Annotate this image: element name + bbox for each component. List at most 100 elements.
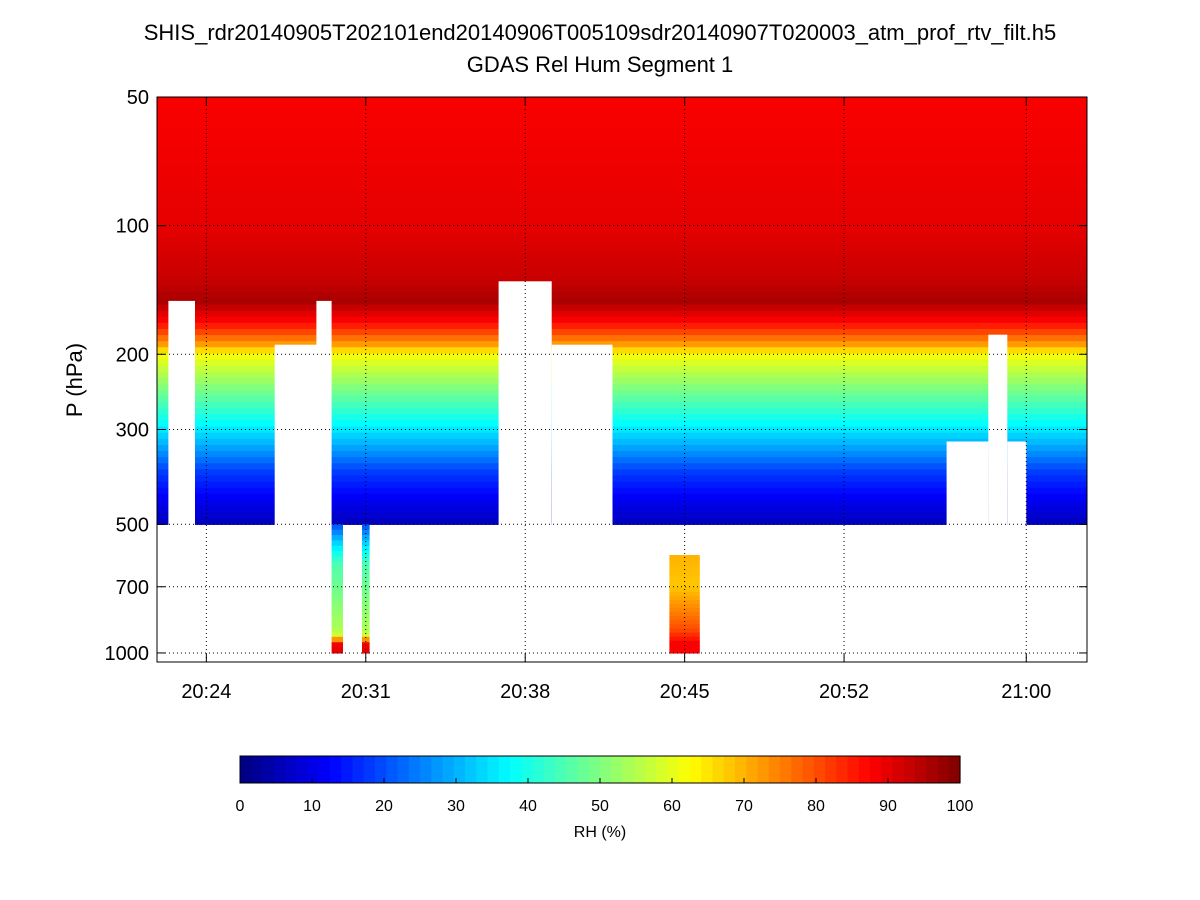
low-level-column-cell	[362, 577, 370, 584]
heatmap-band	[157, 396, 1087, 403]
low-level-column-cell	[331, 647, 343, 654]
heatmap-band	[157, 151, 1087, 159]
colorbar-swatch	[386, 756, 399, 783]
low-level-column-cell	[362, 524, 370, 531]
y-tick-label: 50	[127, 87, 149, 109]
colorbar-swatch	[363, 756, 376, 783]
colorbar-swatch	[656, 756, 669, 783]
colorbar-swatch	[847, 756, 860, 783]
y-tick-label: 500	[116, 514, 149, 536]
colorbar-swatch	[948, 756, 961, 783]
low-level-column-cell	[331, 577, 343, 584]
heatmap-band	[157, 420, 1087, 428]
no-data-gap	[551, 344, 613, 653]
colorbar-swatch	[521, 756, 534, 783]
heatmap-band	[157, 280, 1087, 287]
colorbar-swatch	[442, 756, 455, 783]
colorbar-swatch	[397, 756, 410, 783]
heatmap-band	[157, 463, 1087, 470]
colorbar-swatch	[813, 756, 826, 783]
colorbar-swatch	[352, 756, 365, 783]
heatmap-band	[157, 322, 1087, 330]
low-level-column-cell	[331, 535, 343, 541]
colorbar-swatch	[892, 756, 905, 783]
colorbar-swatch	[465, 756, 477, 783]
chart-title: SHIS_rdr20140905T202101end20140906T00510…	[143, 20, 1057, 45]
colorbar-swatch	[746, 756, 759, 783]
heatmap-band	[157, 237, 1087, 245]
colorbar-swatch	[858, 756, 871, 783]
colorbar-swatch	[453, 756, 466, 783]
low-level-column-cell	[669, 636, 700, 642]
colorbar-swatch	[690, 756, 702, 783]
y-tick-label: 1000	[105, 643, 150, 665]
colorbar-swatch	[240, 756, 252, 783]
low-level-column-cell	[362, 636, 370, 643]
heatmap-band	[157, 139, 1087, 147]
colorbar-swatch	[780, 756, 792, 783]
no-data-gap	[498, 281, 552, 653]
heatmap-band	[157, 341, 1087, 348]
heatmap-band	[157, 475, 1087, 483]
heatmap-band	[157, 286, 1087, 293]
low-level-column-cell	[669, 587, 700, 593]
colorbar-swatch	[408, 756, 421, 783]
y-tick-label: 300	[116, 420, 149, 442]
low-level-column-cell	[331, 610, 343, 617]
low-level-column-cell	[331, 593, 343, 600]
colorbar-swatch	[588, 756, 601, 783]
colorbar-swatch	[543, 756, 556, 783]
colorbar-swatch	[667, 756, 680, 783]
heatmap-band	[157, 487, 1087, 495]
colorbar-swatch	[645, 756, 657, 783]
heatmap-band	[157, 457, 1087, 464]
low-level-column-cell	[362, 567, 370, 574]
low-level-column-cell	[669, 624, 700, 630]
low-level-column-cell	[331, 567, 343, 574]
low-level-column-cell	[669, 648, 700, 654]
x-tick-label: 20:45	[660, 681, 710, 703]
y-axis-label: P (hPa)	[62, 343, 87, 417]
x-axis: 20:24 20:31 20:38 20:45 20:52 21:00	[181, 97, 1051, 703]
low-level-column-cell	[362, 561, 370, 568]
heatmap-band	[157, 493, 1087, 501]
low-level-column-cell	[362, 604, 370, 611]
heatmap-band	[157, 103, 1087, 110]
low-level-column-cell	[362, 631, 370, 638]
heatmap-band	[157, 304, 1087, 312]
colorbar-tick-label: 40	[519, 798, 537, 815]
heatmap-band	[157, 267, 1087, 275]
heatmap-band	[157, 255, 1087, 263]
colorbar-swatch	[757, 756, 770, 783]
colorbar-swatch	[881, 756, 894, 783]
no-data-gap	[988, 334, 1008, 653]
low-level-column-cell	[362, 615, 370, 622]
x-tick-label: 21:00	[1001, 681, 1051, 703]
low-level-column-cell	[669, 591, 700, 597]
heatmap-band	[157, 383, 1087, 391]
colorbar-tick-label: 0	[236, 798, 245, 815]
colorbar-swatch	[723, 756, 736, 783]
colorbar-swatch	[825, 756, 837, 783]
x-tick-label: 20:31	[341, 681, 391, 703]
low-level-column-cell	[362, 599, 370, 606]
heatmap-band	[157, 499, 1087, 507]
colorbar-swatch	[510, 756, 522, 783]
low-level-column-cell	[669, 628, 700, 634]
heatmap-band	[157, 176, 1087, 184]
chart-subtitle: GDAS Rel Hum Segment 1	[466, 52, 734, 77]
low-level-column-cell	[331, 620, 343, 627]
x-tick-label: 20:52	[819, 681, 869, 703]
low-level-column-cell	[331, 583, 343, 590]
colorbar-swatch	[926, 756, 939, 783]
low-level-column-cell	[331, 588, 343, 595]
heatmap-band	[157, 133, 1087, 141]
colorbar-swatch	[791, 756, 804, 783]
colorbar-tick-label: 90	[879, 798, 897, 815]
colorbar-swatch	[476, 756, 489, 783]
low-level-column-cell	[331, 631, 343, 638]
heatmap-band	[157, 206, 1087, 214]
colorbar-swatch	[611, 756, 624, 783]
colorbar-tick-label: 10	[303, 798, 321, 815]
